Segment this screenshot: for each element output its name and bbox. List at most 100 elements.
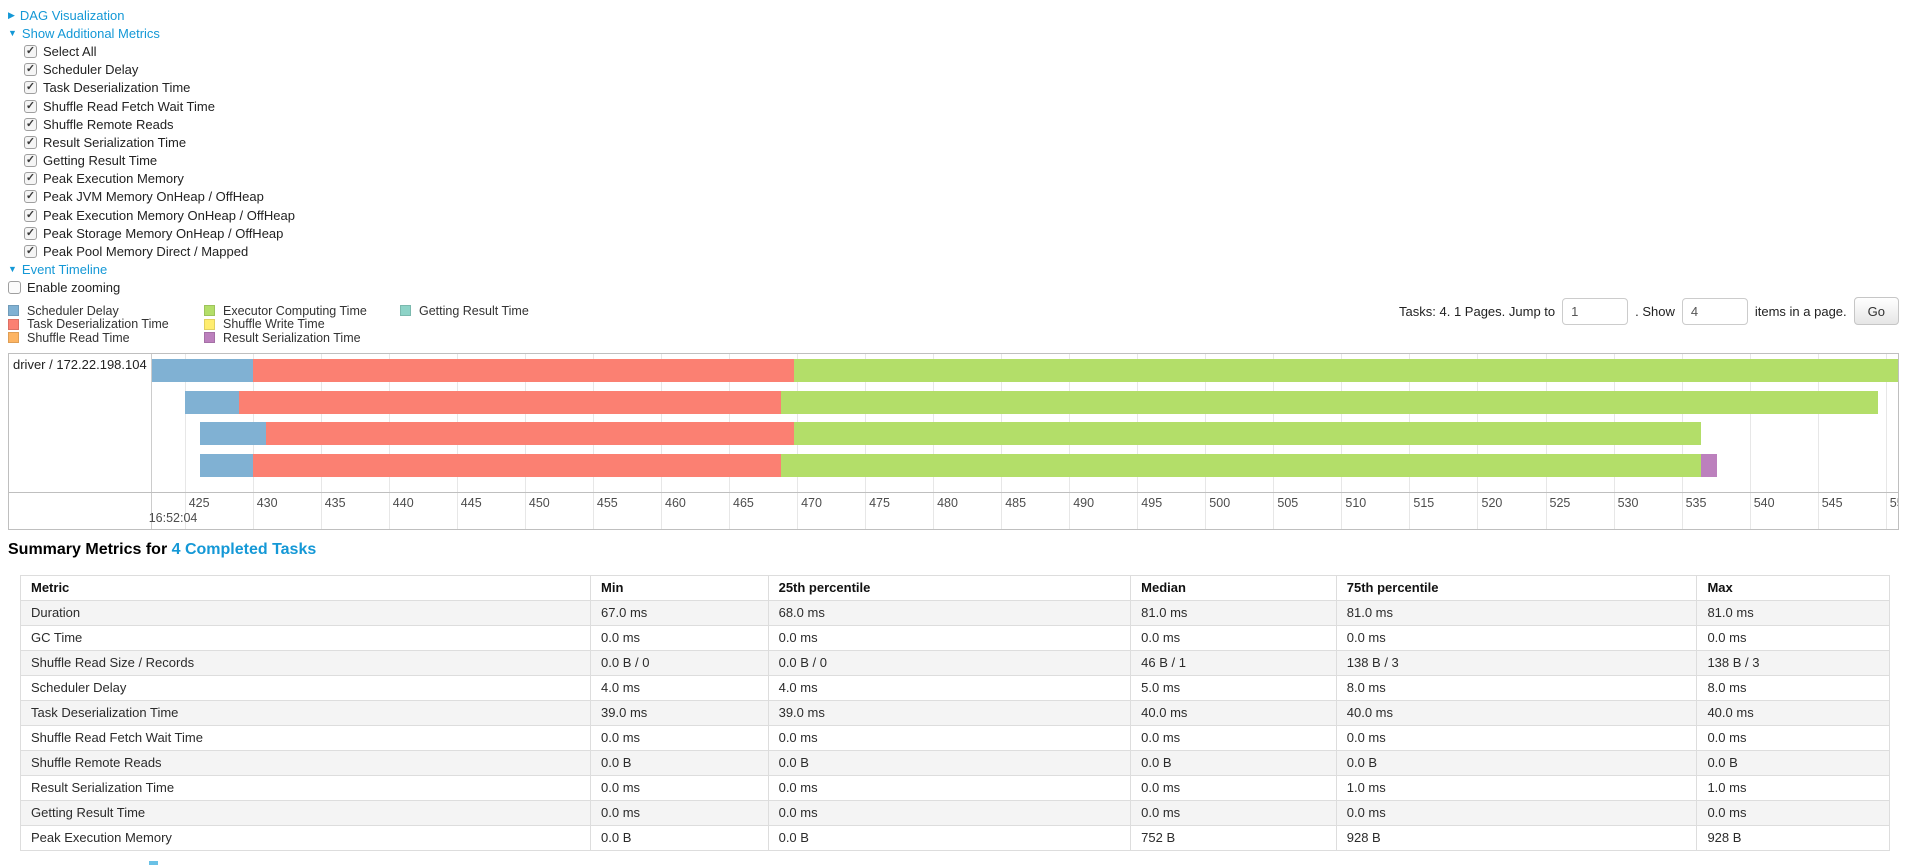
table-cell: 0.0 ms [1696,725,1890,751]
metric-checkbox-label: Peak Pool Memory Direct / Mapped [43,244,249,260]
timeline-tick-label: 545 [1821,496,1843,510]
items-per-page-input[interactable] [1681,297,1748,325]
clipped-link-top [149,861,158,865]
items-per-page-text: items in a page. [1754,303,1847,319]
metric-checkbox[interactable]: ✓ [24,135,37,149]
timeline-task-bar[interactable] [152,359,1898,382]
metric-checkbox-row: ✓ Task Deserialization Time [8,79,528,97]
table-header-cell[interactable]: Median [1130,575,1337,601]
timeline-axis-time-label: 16:52:04 [148,511,198,525]
table-row: GC Time 0.0 ms 0.0 ms 0.0 ms 0.0 ms 0.0 ms [19,625,1890,651]
task-pagination: Tasks: 4. 1 Pages. Jump to . Show items … [1399,296,1899,326]
show-text: . Show [1635,303,1675,319]
table-header-row: Metric Min 25th percentile Median 75th perce… [19,575,1890,601]
timeline-group-label: driver / 172.22.198.104 [13,357,147,372]
timeline-tick-label: 485 [1005,496,1027,510]
timeline-gridline [1817,354,1819,529]
jump-to-page-input[interactable] [1562,297,1629,325]
metric-checkbox-row: ✓ Scheduler Delay [8,61,528,79]
metric-checkbox[interactable]: ✓ [24,172,37,186]
summary-metrics-heading: Summary Metrics for 4 Completed Tasks [8,541,316,559]
metric-checkbox[interactable]: ✓ [24,190,37,204]
timeline-task-bar[interactable] [152,453,1898,477]
metric-checkbox[interactable]: ✓ [24,63,37,77]
timeline-tick-label: 475 [869,496,890,510]
timeline-tick-label: 425 [188,496,210,510]
table-cell: 0.0 B [767,825,1132,851]
table-cell: 40.0 ms [1696,700,1890,726]
timeline-task-bar[interactable] [152,422,1898,446]
timeline-tick-label: 455 [596,496,618,510]
table-cell: 0.0 ms [590,725,769,751]
timeline-segment-scheduler_delay [152,359,253,382]
table-header-cell[interactable]: Min [590,575,769,601]
table-cell: 928 B [1696,825,1890,851]
legend-item: Getting Result Time [400,304,596,318]
table-cell: Peak Execution Memory [19,825,592,851]
table-cell: 0.0 ms [1130,725,1337,751]
table-header-cell[interactable]: 25th percentile [767,575,1132,601]
legend-item-label: Executor Computing Time [223,303,367,318]
table-header-cell[interactable]: 75th percentile [1335,575,1698,601]
metric-checkbox[interactable]: ✓ [24,226,37,240]
event-timeline-toggle[interactable]: ▼ Event Timeline [8,262,107,277]
metric-checkbox[interactable]: ✓ [24,117,37,131]
timeline-tick-label: 495 [1141,496,1163,510]
table-cell: 46 B / 1 [1130,650,1337,676]
metrics-checkbox-list: ✓ Select All ✓ Scheduler Delay ✓ Task Deseria… [8,42,528,260]
metric-checkbox[interactable]: ✓ [24,245,37,259]
timeline-tick-label: 540 [1753,496,1775,510]
table-header-cell[interactable]: Max [1696,575,1890,601]
table-cell: Shuffle Read Fetch Wait Time [19,725,592,751]
table-cell: 0.0 ms [1335,725,1698,751]
timeline-tick-label: 490 [1073,496,1095,510]
table-cell: 0.0 ms [1130,800,1337,826]
metric-checkbox[interactable]: ✓ [24,154,37,168]
dag-visualization-toggle[interactable]: ▶ DAG Visualization [8,8,124,23]
metric-checkbox-row: ✓ Peak JVM Memory OnHeap / OffHeap [8,188,528,206]
table-cell: 0.0 ms [590,775,769,801]
timeline-tick-label: 505 [1277,496,1299,510]
table-cell: 0.0 ms [1696,625,1890,651]
table-cell: GC Time [19,625,592,651]
show-additional-metrics-toggle[interactable]: ▼ Show Additional Metrics [8,26,160,41]
legend-column: Executor Computing Time Shuffle Write Tim… [204,304,400,345]
metric-checkbox[interactable]: ✓ [24,44,37,58]
timeline-tick-label: 470 [801,496,822,510]
show-additional-metrics-label: Show Additional Metrics [21,25,160,41]
metric-checkbox-label: Peak Storage Memory OnHeap / OffHeap [43,225,284,241]
arrow-right-icon: ▶ [8,9,15,20]
table-cell: Getting Result Time [19,800,592,826]
enable-zooming-checkbox[interactable] [8,281,21,295]
table-row: Shuffle Read Size / Records 0.0 B / 0 0.0 … [19,650,1890,676]
arrow-down-icon: ▼ [8,27,17,38]
table-row: Peak Execution Memory 0.0 B 0.0 B 752 B 928 … [19,825,1890,851]
metric-checkbox-label: Getting Result Time [43,153,158,169]
table-cell: 0.0 ms [767,800,1132,826]
table-cell: 0.0 ms [767,625,1132,651]
table-header-cell[interactable]: Metric [19,575,592,601]
event-timeline-chart[interactable]: driver / 172.22.198.104 16:52:04 425 430 4… [8,353,1899,530]
table-cell: 39.0 ms [767,700,1132,726]
timeline-tick-label: 430 [256,496,278,510]
metric-checkbox[interactable]: ✓ [24,81,37,95]
table-row: Duration 67.0 ms 68.0 ms 81.0 ms 81.0 ms 81.0… [19,600,1890,626]
metric-checkbox[interactable]: ✓ [24,208,37,222]
timeline-segment-task_deserialization [252,359,795,382]
metric-checkbox[interactable]: ✓ [24,99,37,113]
completed-tasks-link[interactable]: 4 Completed Tasks [171,541,317,558]
legend-swatch [8,305,19,317]
timeline-tick-label: 445 [460,496,482,510]
timeline-gridline [1885,354,1887,529]
table-row: Scheduler Delay 4.0 ms 4.0 ms 5.0 ms 8.0 ms 8… [19,675,1890,701]
table-body: Duration 67.0 ms 68.0 ms 81.0 ms 81.0 ms 81.0… [19,600,1890,851]
timeline-tick-label: 525 [1549,496,1571,510]
timeline-axis: 16:52:04 425 430 435 440 445 450 455 460 465 470 4… [9,492,1898,529]
table-row: Task Deserialization Time 39.0 ms 39.0 ms 4… [19,700,1890,726]
metric-checkbox-row: ✓ Shuffle Remote Reads [8,115,528,133]
metric-checkbox-label: Result Serialization Time [43,134,187,150]
go-button[interactable]: Go [1853,297,1899,325]
timeline-task-bar[interactable] [152,390,1898,414]
timeline-gridline [1749,354,1751,529]
legend-swatch [204,305,215,317]
